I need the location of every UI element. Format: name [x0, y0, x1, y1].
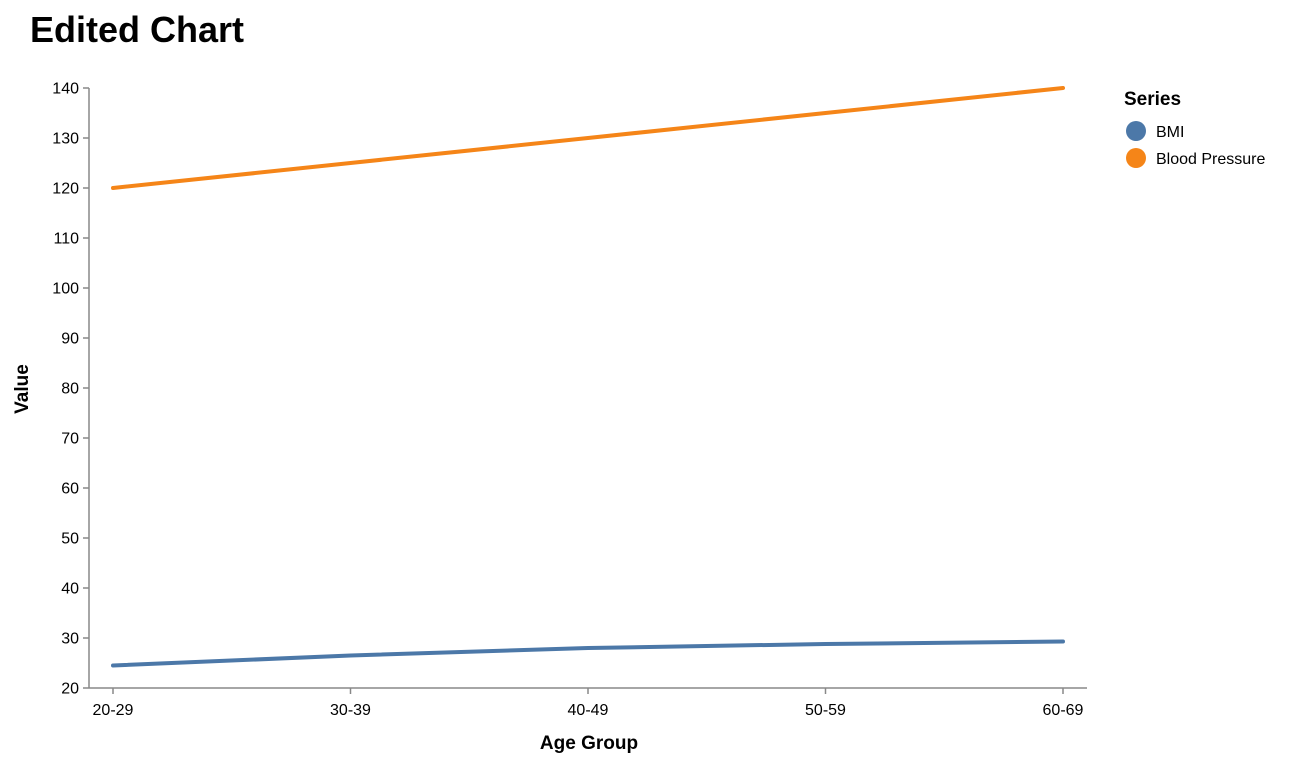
y-axis-title: Value: [12, 364, 33, 414]
chart-title: Edited Chart: [30, 9, 244, 50]
legend-swatch-bmi: [1126, 121, 1146, 141]
y-tick-label: 70: [61, 431, 79, 448]
y-axis: 20 30 40 50 60 70 80 90 100 110 120 130 140: [52, 81, 90, 698]
series-line-bmi: [111, 639, 1065, 668]
y-tick-label: 100: [52, 281, 79, 298]
series-group: [111, 86, 1065, 668]
y-tick-label: 60: [61, 481, 79, 498]
series-line-blood-pressure: [111, 86, 1065, 190]
legend-label-blood-pressure: Blood Pressure: [1156, 151, 1265, 168]
y-tick-label: 130: [52, 131, 79, 148]
y-tick-label: 50: [61, 531, 79, 548]
legend-label-bmi: BMI: [1156, 124, 1184, 141]
x-axis-title: Age Group: [540, 733, 638, 754]
y-tick-label: 80: [61, 381, 79, 398]
y-tick-label: 120: [52, 181, 79, 198]
legend-title: Series: [1124, 89, 1181, 110]
x-tick-label: 60-69: [1043, 702, 1084, 719]
x-tick-label: 20-29: [93, 702, 134, 719]
y-tick-label: 30: [61, 631, 79, 648]
x-tick-label: 30-39: [330, 702, 371, 719]
y-tick-label: 40: [61, 581, 79, 598]
y-tick-label: 110: [53, 231, 79, 248]
legend: Series BMI Blood Pressure: [1124, 89, 1265, 168]
y-tick-label: 20: [61, 681, 79, 698]
x-tick-label: 40-49: [568, 702, 609, 719]
y-tick-label: 140: [52, 81, 79, 98]
y-tick-label: 90: [61, 331, 79, 348]
legend-swatch-blood-pressure: [1126, 148, 1146, 168]
x-tick-label: 50-59: [805, 702, 846, 719]
x-axis: 20-29 30-39 40-49 50-59 60-69: [89, 687, 1087, 719]
